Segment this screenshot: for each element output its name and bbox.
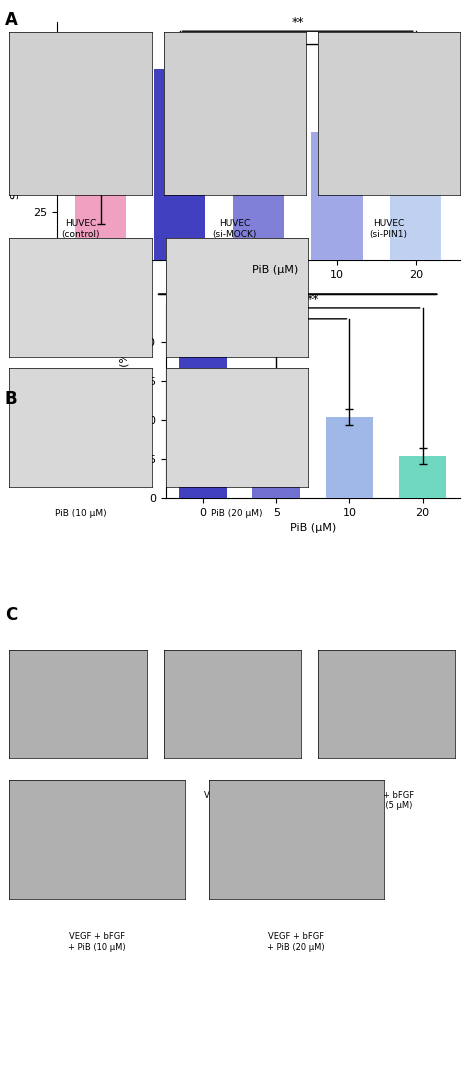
Bar [253,384,300,498]
Text: *: * [255,29,262,42]
Text: A: A [5,11,18,29]
Text: PiB (μM): PiB (μM) [252,265,298,275]
Text: VEGF + bFGF
+ PiB (20 μM): VEGF + bFGF + PiB (20 μM) [267,932,325,952]
Text: VEGF + bFGF: VEGF + bFGF [204,791,260,799]
Text: VEGF + bFGF
+ PiB (10 μM): VEGF + bFGF + PiB (10 μM) [68,932,126,952]
Y-axis label: Tubular length  (%): Tubular length (%) [119,348,129,454]
Text: Control: Control [63,791,93,799]
Text: **: ** [270,304,283,317]
Y-axis label: Sprout formation (%): Sprout formation (%) [10,82,20,199]
Text: C: C [5,606,17,625]
Bar [233,96,284,260]
Bar [179,342,227,498]
Text: HUVEC
(si-PIN1): HUVEC (si-PIN1) [370,220,408,238]
Text: B: B [5,390,18,408]
Bar [75,192,127,260]
Bar [399,456,447,498]
Text: **: ** [292,16,304,29]
Bar [311,132,363,260]
Bar [390,169,441,260]
Bar [154,69,205,260]
Text: VEGF + bFGF
+ PiB (5 μM): VEGF + bFGF + PiB (5 μM) [358,791,414,810]
Bar [326,417,373,498]
Text: **: ** [307,293,319,306]
Text: PiB (20 μM): PiB (20 μM) [211,509,263,518]
X-axis label: PiB (μM): PiB (μM) [290,523,336,534]
Text: HUVEC
(control): HUVEC (control) [61,220,100,238]
Text: PiB (5 μM): PiB (5 μM) [214,379,260,388]
Text: HUVEC
(si-MOCK): HUVEC (si-MOCK) [212,220,257,238]
Text: **: ** [233,315,246,328]
Text: PiB (0 μM): PiB (0 μM) [58,379,103,388]
Text: PiB (10 μM): PiB (10 μM) [55,509,106,518]
